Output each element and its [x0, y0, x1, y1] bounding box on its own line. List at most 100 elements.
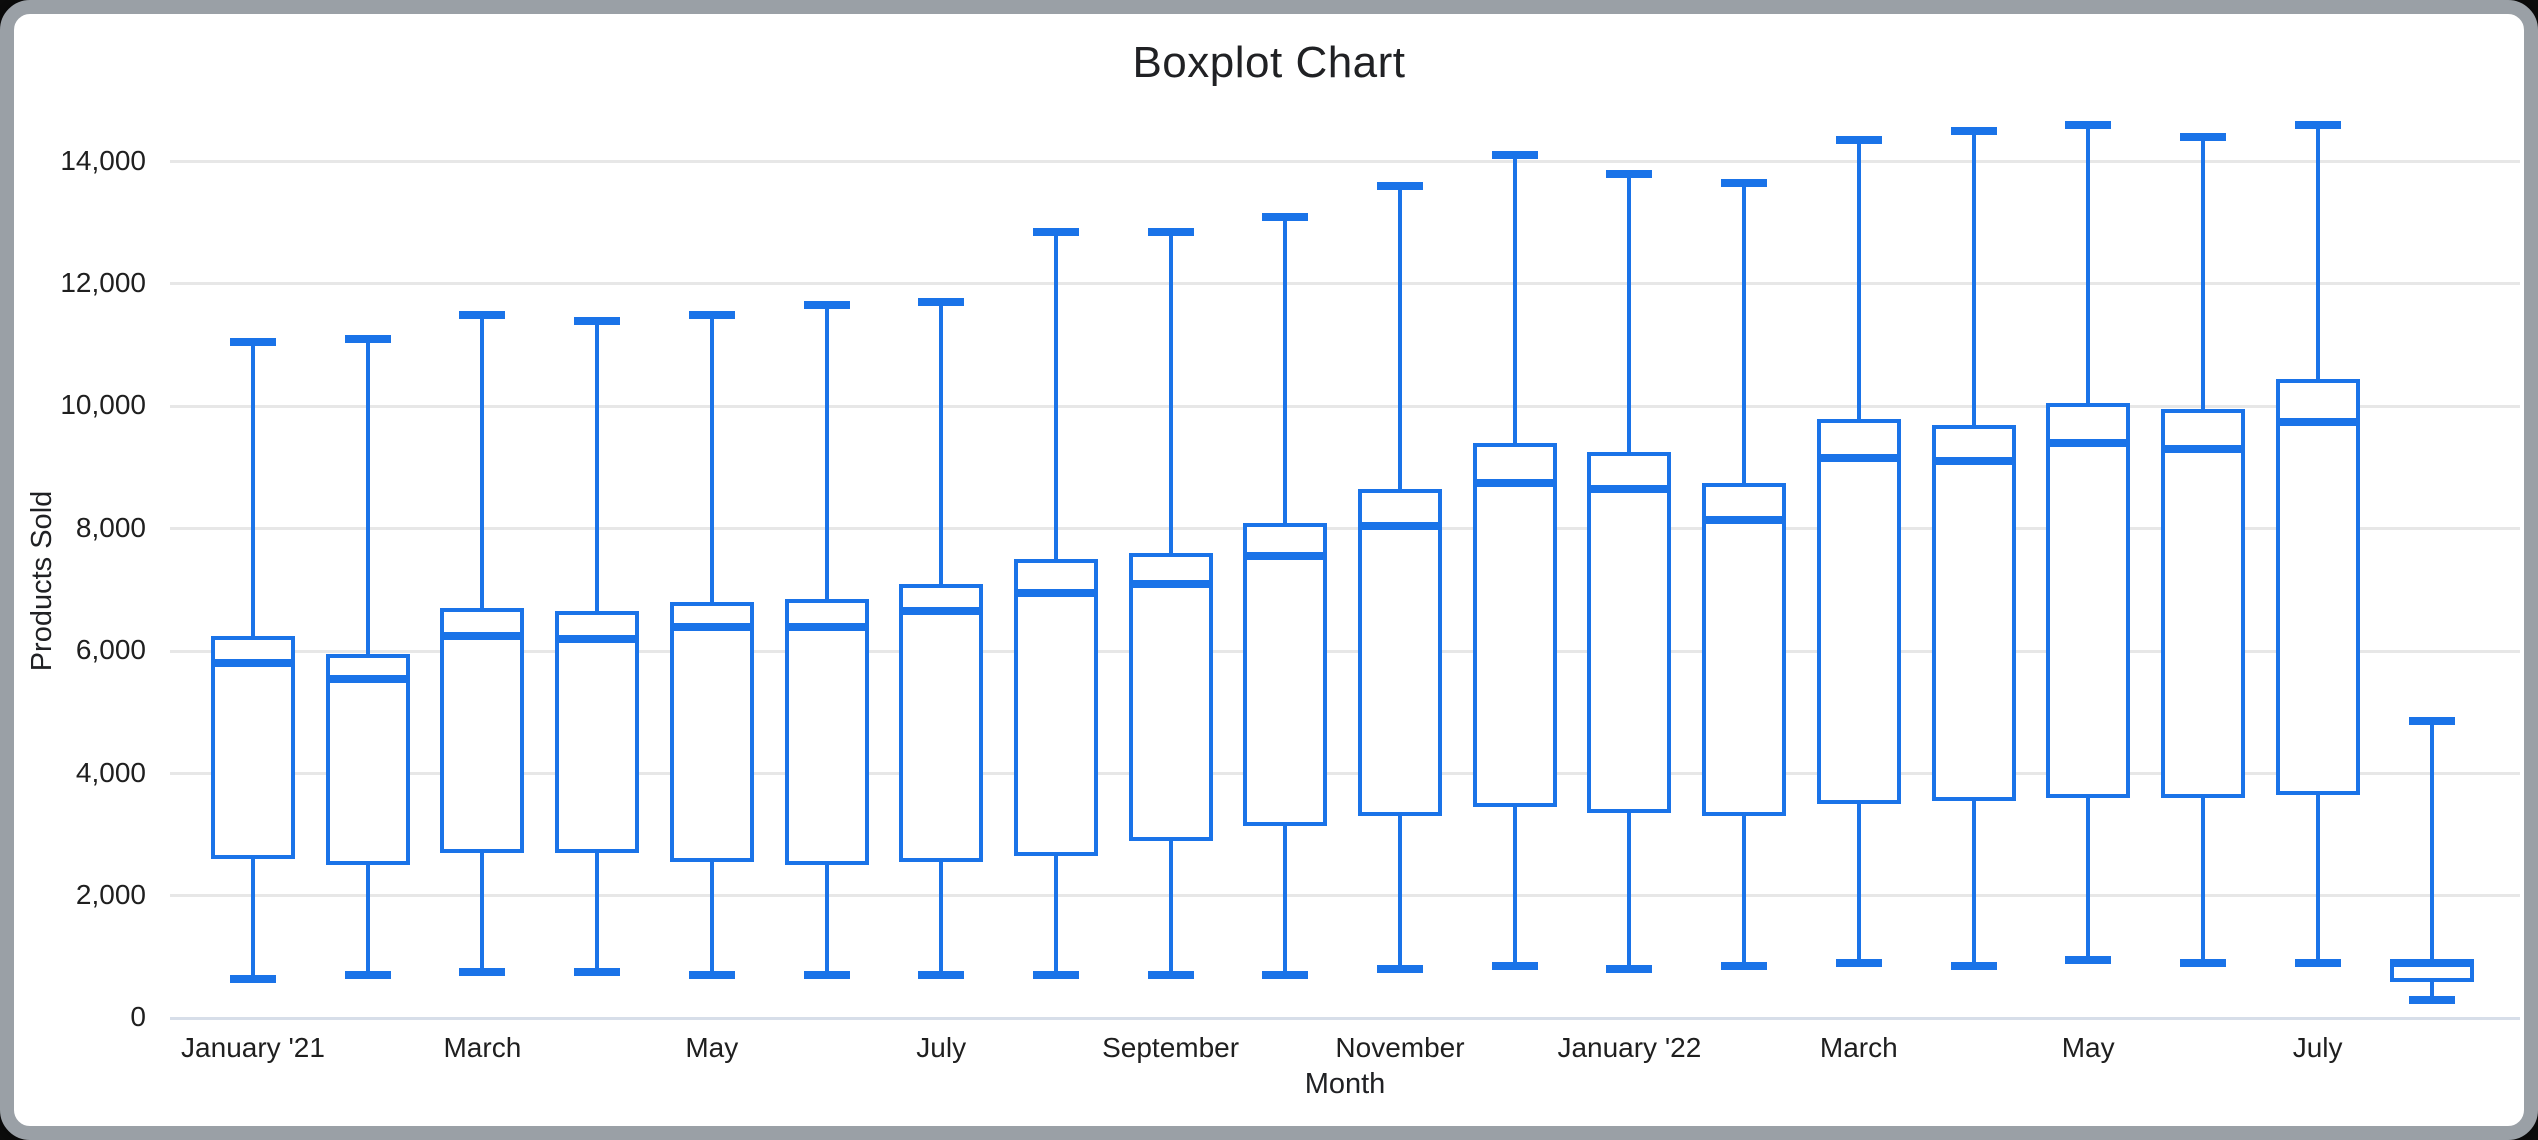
- upper-whisker[interactable]: [2200, 137, 2205, 410]
- median-line[interactable]: [211, 659, 295, 668]
- max-whisker-cap[interactable]: [574, 316, 621, 325]
- lower-whisker[interactable]: [595, 853, 600, 973]
- boxplot-box[interactable]: [1587, 452, 1672, 814]
- median-line[interactable]: [2160, 445, 2245, 454]
- upper-whisker[interactable]: [1168, 231, 1173, 554]
- min-whisker-cap[interactable]: [459, 968, 506, 977]
- upper-whisker[interactable]: [824, 305, 829, 600]
- boxplot-box[interactable]: [2275, 378, 2360, 795]
- lower-whisker[interactable]: [1283, 825, 1288, 976]
- upper-whisker[interactable]: [709, 314, 714, 603]
- max-whisker-cap[interactable]: [1721, 178, 1768, 187]
- min-whisker-cap[interactable]: [230, 974, 276, 983]
- lower-whisker[interactable]: [251, 859, 255, 979]
- max-whisker-cap[interactable]: [344, 334, 391, 343]
- max-whisker-cap[interactable]: [1032, 227, 1079, 236]
- upper-whisker[interactable]: [1398, 185, 1402, 489]
- upper-whisker[interactable]: [1971, 130, 1976, 425]
- boxplot-box[interactable]: [2046, 403, 2131, 798]
- median-line[interactable]: [2275, 417, 2360, 426]
- min-whisker-cap[interactable]: [1147, 971, 1194, 980]
- upper-whisker[interactable]: [595, 320, 600, 612]
- lower-whisker[interactable]: [2315, 794, 2320, 964]
- upper-whisker[interactable]: [1283, 216, 1288, 523]
- median-line[interactable]: [1816, 454, 1901, 463]
- lower-whisker[interactable]: [1168, 840, 1173, 976]
- upper-whisker[interactable]: [1627, 173, 1632, 453]
- upper-whisker[interactable]: [480, 314, 485, 609]
- lower-whisker[interactable]: [2430, 981, 2435, 1000]
- min-whisker-cap[interactable]: [1491, 962, 1538, 971]
- lower-whisker[interactable]: [480, 853, 485, 973]
- lower-whisker[interactable]: [824, 865, 829, 976]
- min-whisker-cap[interactable]: [1950, 962, 1997, 971]
- boxplot-box[interactable]: [669, 602, 754, 863]
- median-line[interactable]: [899, 607, 984, 616]
- max-whisker-cap[interactable]: [1606, 169, 1653, 178]
- median-line[interactable]: [784, 622, 869, 631]
- median-line[interactable]: [2390, 959, 2475, 968]
- min-whisker-cap[interactable]: [1262, 971, 1309, 980]
- upper-whisker[interactable]: [2315, 124, 2320, 379]
- upper-whisker[interactable]: [939, 302, 944, 584]
- median-line[interactable]: [1472, 478, 1557, 487]
- max-whisker-cap[interactable]: [2409, 717, 2456, 726]
- median-line[interactable]: [1931, 457, 2016, 466]
- min-whisker-cap[interactable]: [2065, 956, 2112, 965]
- lower-whisker[interactable]: [1398, 816, 1402, 970]
- boxplot-box[interactable]: [2160, 409, 2245, 798]
- median-line[interactable]: [1128, 579, 1213, 588]
- median-line[interactable]: [1013, 588, 1098, 597]
- median-line[interactable]: [1702, 515, 1787, 524]
- boxplot-box[interactable]: [1702, 482, 1787, 817]
- min-whisker-cap[interactable]: [2294, 959, 2341, 968]
- boxplot-box[interactable]: [1128, 553, 1213, 841]
- upper-whisker[interactable]: [365, 338, 370, 655]
- max-whisker-cap[interactable]: [459, 310, 506, 319]
- upper-whisker[interactable]: [1856, 140, 1861, 419]
- lower-whisker[interactable]: [939, 862, 944, 976]
- max-whisker-cap[interactable]: [2065, 120, 2112, 129]
- max-whisker-cap[interactable]: [2294, 120, 2341, 129]
- min-whisker-cap[interactable]: [1377, 965, 1423, 974]
- min-whisker-cap[interactable]: [803, 971, 850, 980]
- boxplot-box[interactable]: [1816, 418, 1901, 805]
- upper-whisker[interactable]: [251, 342, 255, 636]
- boxplot-box[interactable]: [325, 654, 410, 866]
- boxplot-box[interactable]: [784, 599, 869, 866]
- lower-whisker[interactable]: [709, 862, 714, 976]
- boxplot-box[interactable]: [1472, 443, 1557, 808]
- lower-whisker[interactable]: [1627, 813, 1632, 970]
- max-whisker-cap[interactable]: [2179, 133, 2226, 142]
- lower-whisker[interactable]: [1856, 804, 1861, 964]
- median-line[interactable]: [1587, 484, 1672, 493]
- lower-whisker[interactable]: [2086, 797, 2091, 961]
- max-whisker-cap[interactable]: [1262, 212, 1309, 221]
- upper-whisker[interactable]: [2086, 124, 2091, 404]
- lower-whisker[interactable]: [1971, 801, 1976, 967]
- min-whisker-cap[interactable]: [918, 971, 965, 980]
- boxplot-box[interactable]: [211, 635, 295, 860]
- lower-whisker[interactable]: [2200, 797, 2205, 964]
- min-whisker-cap[interactable]: [1606, 965, 1653, 974]
- max-whisker-cap[interactable]: [1950, 126, 1997, 135]
- median-line[interactable]: [325, 674, 410, 683]
- max-whisker-cap[interactable]: [1147, 227, 1194, 236]
- upper-whisker[interactable]: [2430, 721, 2435, 961]
- boxplot-box[interactable]: [555, 611, 640, 854]
- min-whisker-cap[interactable]: [574, 968, 621, 977]
- upper-whisker[interactable]: [1742, 182, 1747, 483]
- median-line[interactable]: [1358, 521, 1442, 530]
- lower-whisker[interactable]: [1053, 856, 1058, 976]
- median-line[interactable]: [1243, 552, 1328, 561]
- boxplot-box[interactable]: [1931, 424, 2016, 802]
- boxplot-box[interactable]: [440, 608, 525, 854]
- max-whisker-cap[interactable]: [1835, 136, 1882, 145]
- min-whisker-cap[interactable]: [2179, 959, 2226, 968]
- max-whisker-cap[interactable]: [1377, 181, 1423, 190]
- upper-whisker[interactable]: [1053, 231, 1058, 560]
- boxplot-box[interactable]: [1243, 522, 1328, 826]
- lower-whisker[interactable]: [1742, 816, 1747, 967]
- upper-whisker[interactable]: [1512, 155, 1517, 443]
- min-whisker-cap[interactable]: [2409, 995, 2456, 1004]
